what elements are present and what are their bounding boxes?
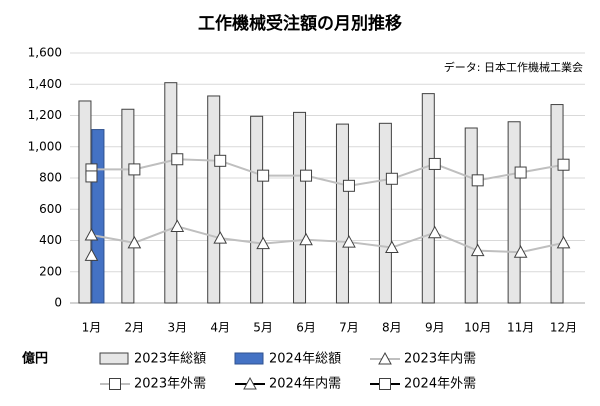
x-tick-label: 6月 xyxy=(296,321,316,335)
line xyxy=(91,225,564,254)
legend-label: 2024年総額 xyxy=(269,352,341,367)
legend-marker xyxy=(243,376,257,390)
bar xyxy=(293,111,307,304)
annotation: データ: 日本工作機械工業会 xyxy=(444,60,583,74)
marker xyxy=(427,225,442,239)
marker xyxy=(128,163,141,176)
marker xyxy=(170,219,185,232)
bar xyxy=(507,121,521,304)
marker xyxy=(470,243,485,257)
bar xyxy=(78,100,92,304)
marker xyxy=(257,169,270,182)
marker xyxy=(385,240,399,254)
bar xyxy=(335,123,349,304)
marker xyxy=(84,248,99,261)
y-tick-label: 600 xyxy=(39,202,62,216)
x-tick-label: 12月 xyxy=(550,321,577,335)
marker xyxy=(342,179,355,192)
y-tick-label: 800 xyxy=(39,171,62,185)
bar xyxy=(421,93,435,304)
marker xyxy=(85,170,98,183)
bar xyxy=(121,108,135,304)
marker xyxy=(299,232,313,246)
y-tick-label: 1,400 xyxy=(28,77,62,91)
x-tick-label: 2月 xyxy=(125,321,145,335)
marker xyxy=(428,157,441,170)
y-tick-label: 0 xyxy=(54,296,62,310)
legend-marker xyxy=(379,378,391,390)
legend-swatch xyxy=(99,352,129,365)
legend-label: 2024年外需 xyxy=(404,377,476,392)
x-tick-label: 4月 xyxy=(210,321,230,335)
unit-label: 億円 xyxy=(22,351,48,367)
y-tick-label: 400 xyxy=(39,233,62,247)
marker xyxy=(514,166,527,179)
legend-marker xyxy=(109,378,121,390)
marker xyxy=(256,236,270,250)
y-tick-label: 1,600 xyxy=(28,46,62,60)
marker xyxy=(342,235,356,248)
marker xyxy=(214,154,227,167)
marker xyxy=(84,227,99,241)
y-tick-label: 1,200 xyxy=(28,108,62,122)
marker xyxy=(171,153,184,166)
legend-label: 2023年総額 xyxy=(134,352,206,367)
bar xyxy=(550,104,564,304)
x-tick-label: 7月 xyxy=(339,321,359,335)
marker xyxy=(127,235,142,249)
x-tick-label: 8月 xyxy=(382,321,402,335)
bar xyxy=(91,129,105,304)
legend-swatch xyxy=(234,352,264,365)
marker xyxy=(213,231,228,244)
x-tick-label: 5月 xyxy=(253,321,273,335)
legend-marker xyxy=(378,351,392,365)
bar xyxy=(250,115,264,304)
bar xyxy=(207,95,221,304)
bar xyxy=(378,122,392,304)
bar xyxy=(464,127,478,304)
marker xyxy=(385,172,398,185)
x-tick-label: 11月 xyxy=(507,321,534,335)
x-tick-label: 10月 xyxy=(464,321,491,335)
y-tick-label: 1,000 xyxy=(28,139,62,153)
x-tick-label: 9月 xyxy=(425,321,445,335)
x-tick-label: 3月 xyxy=(167,321,187,335)
legend-label: 2023年内需 xyxy=(404,351,476,367)
chart-title: 工作機械受注額の月別推移 xyxy=(198,13,402,34)
marker xyxy=(300,169,313,182)
marker xyxy=(557,158,570,171)
marker xyxy=(513,245,528,258)
legend-label: 2023年外需 xyxy=(134,377,206,392)
marker xyxy=(471,174,484,187)
legend-label: 2024年内需 xyxy=(269,376,341,392)
marker xyxy=(556,235,571,249)
bar xyxy=(164,82,178,304)
line xyxy=(91,158,564,187)
x-tick-label: 1月 xyxy=(82,321,102,335)
y-tick-label: 200 xyxy=(39,264,62,278)
